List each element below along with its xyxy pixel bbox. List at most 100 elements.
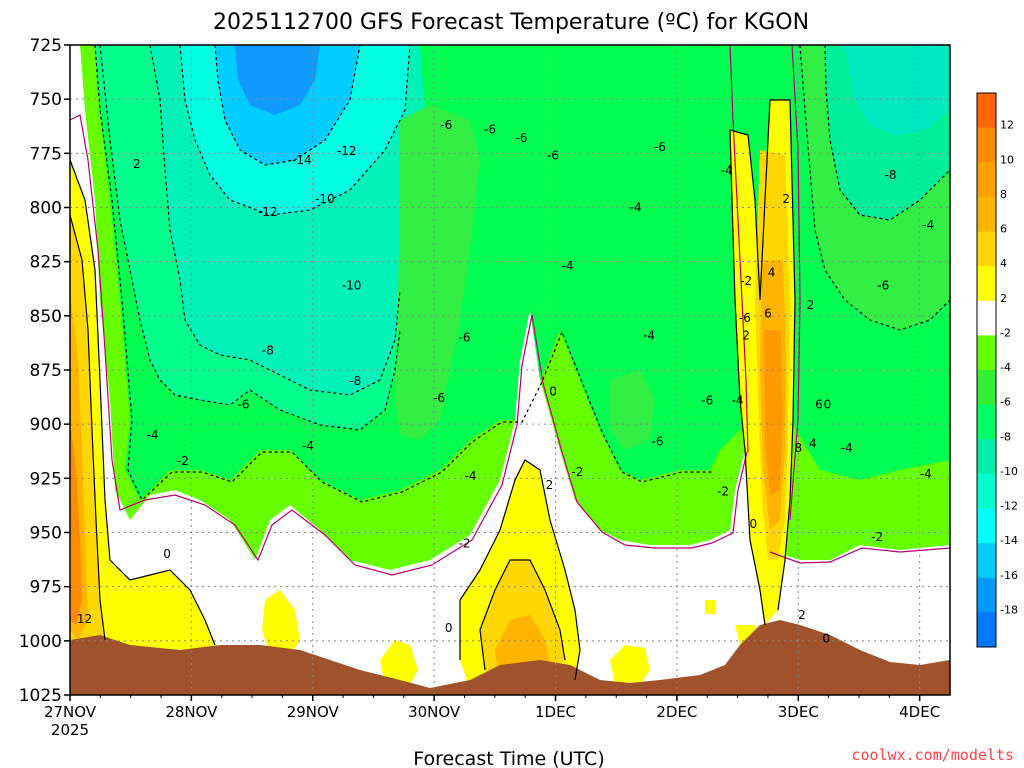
colorbar-label: 10 [1000, 153, 1014, 166]
colorbar-label: -14 [1000, 534, 1018, 547]
colorbar-swatch [977, 439, 996, 475]
contour-label: -4 [922, 218, 934, 232]
band-minus-6-mid [395, 105, 480, 440]
band-minus-6-pocket [610, 370, 655, 450]
contour-label: -6 [877, 279, 889, 293]
x-tick-label: 27NOV [44, 703, 97, 721]
contour-plus2-center-line [459, 459, 581, 681]
contour-plus2-right-line [729, 99, 796, 626]
chart-title: 2025112700 GFS Forecast Temperature (ºC)… [213, 10, 809, 35]
contour-label: -4 [920, 467, 932, 481]
contour-zero-line-right-vertical [729, 45, 749, 453]
contour-label: -4 [721, 164, 733, 178]
contour-zero-line-right-vertical2 [789, 45, 801, 521]
contour-label: -8 [885, 168, 897, 182]
colorbar-label: 6 [1000, 223, 1007, 236]
y-tick-label: 875 [30, 361, 62, 381]
colorbar: 12 10 8 6 4 2 -2 -4 -6 -8 -10 -12 -14 -16 -18 [976, 92, 1018, 648]
y-tick-label: 850 [30, 307, 62, 327]
contour-zero-line [70, 114, 748, 576]
y-tick-label: 975 [30, 578, 62, 598]
x-year-label: 2025 [51, 721, 89, 739]
contour-minus14-line [214, 45, 361, 166]
y-axis: 725 750 775 800 825 850 875 900 925 950 975 1000 102… [19, 36, 70, 706]
colorbar-label: 4 [1000, 257, 1007, 270]
contour-label: 2 [133, 157, 141, 171]
band-plus-2-speck [705, 600, 716, 614]
contour-label: -6 [484, 123, 496, 137]
contour-label: -8 [262, 344, 274, 358]
contour-label: 4 [768, 266, 776, 280]
y-tick-label: 800 [30, 199, 62, 219]
colorbar-label: -10 [1000, 465, 1018, 478]
x-axis-label: Forecast Time (UTC) [413, 748, 604, 768]
x-tick-label: 28NOV [165, 703, 218, 721]
contour-label: 12 [77, 612, 92, 626]
contour-label: -6 [651, 435, 663, 449]
contour-label: 0 [549, 385, 557, 399]
colorbar-label: -16 [1000, 569, 1018, 582]
contour-label: -6 [440, 118, 452, 132]
colorbar-swatch [977, 612, 996, 648]
colorbar-swatch [977, 335, 996, 371]
y-tick-label: 725 [30, 36, 62, 56]
colorbar-swatch [977, 162, 996, 198]
band-plus-2-small2 [610, 645, 650, 685]
contour-label: -4 [630, 201, 642, 215]
y-tick-label: 775 [30, 144, 62, 164]
contour-minus8-right-line [824, 45, 950, 221]
colorbar-swatch [977, 231, 996, 267]
terrain [70, 620, 950, 695]
band-minus-16-left [235, 45, 320, 115]
contour-label: -4 [732, 393, 744, 407]
contour-label: 2 [546, 478, 554, 492]
contour-lines [70, 45, 950, 681]
y-tick-label: 900 [30, 415, 62, 435]
y-tick-label: 1025 [19, 686, 62, 706]
contour-label: 0 [822, 632, 830, 646]
contour-label: 6 [764, 307, 772, 321]
contour-label: -4 [841, 441, 853, 455]
contour-label: 6 [815, 398, 823, 412]
contour-label: -4 [562, 259, 574, 273]
colorbar-border [976, 92, 997, 648]
contour-label: -4 [465, 469, 477, 483]
contour-label: -4 [643, 328, 655, 342]
colorbar-label: 12 [1000, 119, 1014, 132]
band-plus-8-right [764, 330, 783, 495]
contour-label: -4 [147, 428, 159, 442]
colorbar-swatch [977, 508, 996, 544]
colorbar-label: -6 [1000, 396, 1011, 409]
colorbar-label: -8 [1000, 430, 1011, 443]
contour-label: 2 [798, 608, 806, 622]
contour-minus10-line [179, 45, 411, 216]
contour-label: -10 [315, 192, 335, 206]
contour-label: -14 [292, 153, 312, 167]
contour-label: -2 [177, 454, 189, 468]
x-tick-label: 4DEC [899, 703, 940, 721]
contour-label: 4 [809, 437, 817, 451]
x-tick-label: 3DEC [778, 703, 819, 721]
contour-label: 0 [750, 517, 758, 531]
contour-label: -2 [717, 484, 729, 498]
colorbar-swatch [977, 300, 996, 336]
contour-label: -8 [349, 374, 361, 388]
y-tick-label: 825 [30, 253, 62, 273]
contour-label: -2 [740, 274, 752, 288]
contour-label: -12 [258, 205, 278, 219]
contour-label: 0 [163, 547, 171, 561]
x-tick-label: 2DEC [656, 703, 697, 721]
x-tick-label: 1DEC [535, 703, 576, 721]
contour-label: 2 [782, 192, 790, 206]
band-minus-10-right [845, 45, 950, 135]
contour-label: -6 [238, 398, 250, 412]
colorbar-label: -2 [1000, 326, 1011, 339]
colorbar-swatch [977, 93, 996, 129]
contour-label: -4 [302, 439, 314, 453]
contour-label: -6 [739, 311, 751, 325]
band-plus-2-small [380, 640, 418, 685]
x-axis: 27NOV 28NOV 29NOV 30NOV 1DEC 2DEC 3DEC 4DEC 2025 [44, 695, 940, 739]
contour-zero-line-right [769, 547, 950, 564]
y-tick-label: 750 [30, 90, 62, 110]
